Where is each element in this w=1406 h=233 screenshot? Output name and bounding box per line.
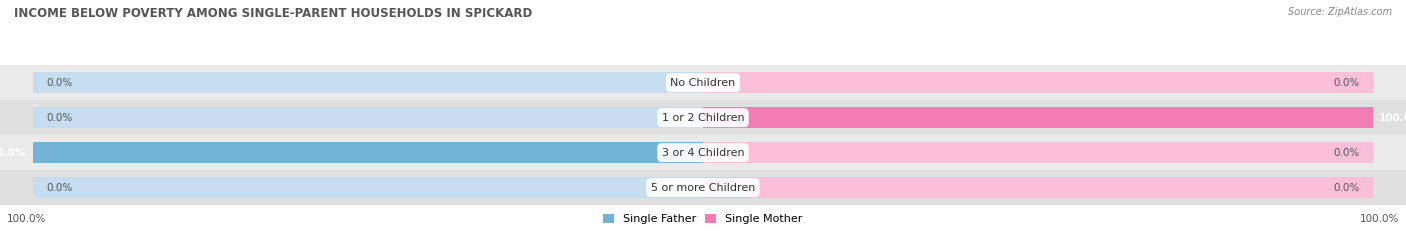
Bar [34,177,703,198]
Bar [34,142,703,163]
Text: INCOME BELOW POVERTY AMONG SINGLE-PARENT HOUSEHOLDS IN SPICKARD: INCOME BELOW POVERTY AMONG SINGLE-PARENT… [14,7,533,20]
Bar [34,72,703,93]
Bar [703,72,1372,93]
Text: 1 or 2 Children: 1 or 2 Children [662,113,744,123]
Bar [703,107,1372,128]
Text: Source: ZipAtlas.com: Source: ZipAtlas.com [1288,7,1392,17]
Text: No Children: No Children [671,78,735,88]
Bar [34,107,703,128]
Text: 0.0%: 0.0% [1333,148,1360,158]
Text: 0.0%: 0.0% [1333,78,1360,88]
Text: 100.0%: 100.0% [7,214,46,224]
Text: 0.0%: 0.0% [46,113,73,123]
Text: 0.0%: 0.0% [46,78,73,88]
Text: 5 or more Children: 5 or more Children [651,183,755,192]
Text: 3 or 4 Children: 3 or 4 Children [662,148,744,158]
Legend: Single Father, Single Mother: Single Father, Single Mother [600,210,806,227]
Text: 100.0%: 100.0% [0,148,27,158]
Text: 0.0%: 0.0% [46,183,73,192]
Text: 0.0%: 0.0% [1333,183,1360,192]
Bar [703,107,1372,128]
Text: 100.0%: 100.0% [1360,214,1399,224]
Bar [34,142,703,163]
Bar [703,177,1372,198]
Bar [703,142,1372,163]
Text: 100.0%: 100.0% [1379,113,1406,123]
